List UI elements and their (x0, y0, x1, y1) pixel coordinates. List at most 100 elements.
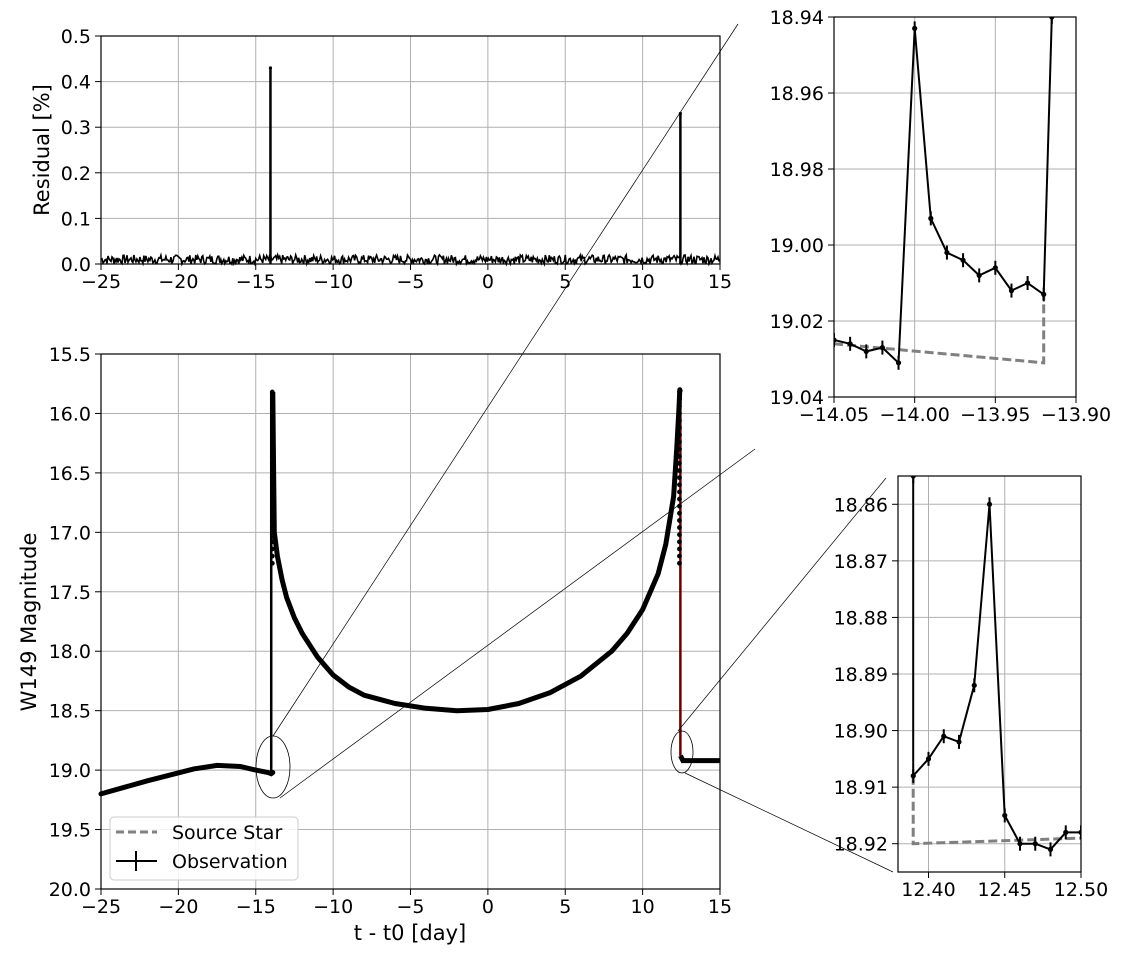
x-tick-label: −10 (313, 271, 353, 293)
main-data-point (677, 403, 682, 409)
main-data-point (677, 553, 682, 559)
y-tick-label: 18.5 (49, 701, 91, 723)
main-data-point (269, 510, 275, 516)
main-data-point (269, 560, 275, 566)
zr-data-point (956, 739, 962, 745)
zr-data-point (1047, 846, 1054, 852)
zoom-ellipse-right (670, 730, 694, 774)
main-data-point (269, 539, 275, 545)
y-tick-label: 19.04 (770, 387, 824, 409)
main-data-point (269, 439, 275, 445)
x-tick-label: 0 (482, 896, 494, 918)
y-tick-label: 18.87 (834, 551, 888, 573)
y-tick-label: 0.3 (61, 117, 91, 139)
main-data-point (677, 539, 682, 545)
x-tick-label: 12.45 (978, 879, 1032, 901)
main-xlabel: t - t0 [day] (354, 921, 466, 945)
zr-data-point (1078, 829, 1081, 835)
main-tail-curve (678, 754, 720, 764)
zl-data-point (895, 360, 902, 366)
main-data-point (677, 389, 682, 395)
x-tick-label: 12.50 (1054, 879, 1108, 901)
main-data-point (677, 432, 682, 438)
x-tick-label: 15 (708, 896, 732, 918)
x-tick-label: 15 (708, 271, 732, 293)
main-data-point (269, 418, 275, 423)
zl-source-line (834, 294, 1046, 365)
y-tick-label: 18.98 (770, 159, 824, 181)
y-tick-label: 19.02 (770, 311, 824, 333)
main-data-point (677, 468, 682, 473)
connector-right-top (677, 477, 887, 732)
zoom-ellipse-left (255, 735, 291, 799)
zl-data-point (928, 215, 934, 221)
y-tick-label: 18.0 (49, 641, 91, 663)
main-data-point (269, 460, 275, 466)
main-data-point (677, 546, 682, 552)
connector-left-bottom (279, 448, 756, 799)
main-data-point (269, 411, 275, 416)
main-data-point (677, 489, 682, 495)
main-data-point (269, 532, 275, 538)
main-data-point (677, 453, 682, 459)
main-data-point (677, 425, 682, 431)
residual-ylabel: Residual [%] (30, 84, 54, 216)
zr-data-point (910, 773, 916, 779)
y-tick-label: 15.5 (49, 344, 91, 366)
x-tick-label: −5 (396, 896, 424, 918)
main-data-point (269, 403, 275, 409)
legend: Source Star Observation (109, 816, 299, 881)
x-tick-label: −20 (158, 271, 198, 293)
main-data-point (269, 432, 275, 438)
main-data-point (269, 389, 275, 395)
x-tick-label: −14.05 (799, 404, 869, 426)
y-tick-label: 20.0 (49, 879, 91, 901)
y-tick-label: 0.1 (61, 208, 91, 230)
main-data-point (269, 546, 275, 552)
main-data-point (269, 525, 275, 530)
main-data-point (677, 525, 682, 530)
y-tick-label: 17.0 (49, 522, 91, 544)
zr-data-point (1017, 841, 1023, 847)
main-data-point (677, 510, 682, 516)
zoom-left-panel: −14.05 −14.00 −13.95 −13.90 18.94 18.96 18.98 1… (770, 7, 1112, 426)
zr-data-point (910, 476, 916, 479)
zr-data-point (1063, 829, 1069, 836)
main-data-point (269, 496, 275, 502)
zl-data-point (1041, 291, 1047, 297)
x-tick-label: −25 (81, 896, 121, 918)
y-tick-label: 18.91 (834, 777, 888, 799)
main-data-point (677, 560, 682, 566)
y-tick-label: 0.5 (61, 26, 91, 48)
zr-data-point (971, 682, 977, 688)
x-tick-label: −15 (236, 271, 276, 293)
x-tick-label: −13.95 (960, 404, 1030, 426)
zl-observation-line (834, 17, 1053, 366)
main-data-point (677, 439, 682, 445)
x-tick-label: −14.00 (880, 404, 950, 426)
zl-data-point (1049, 17, 1055, 20)
main-data-point (269, 503, 275, 509)
zoom-right-panel: 12.40 12.45 12.50 18.86 18.87 18.88 18.89 18.90… (834, 475, 1108, 901)
zl-data-point (960, 257, 966, 263)
zl-data-point (834, 337, 837, 343)
zr-data-point (925, 756, 932, 762)
zoom-connectors (272, 23, 894, 873)
x-tick-label: −10 (313, 896, 353, 918)
main-panel: −25 −20 −15 −10 −5 0 5 10 15 15.5 16.0 16.5 17.0 17.5… (17, 344, 732, 945)
zr-observation-line (912, 476, 1081, 851)
zl-data-point (879, 345, 886, 351)
y-tick-label: 17.5 (49, 582, 91, 604)
main-data-point (677, 482, 682, 488)
connector-right-bottom (684, 772, 894, 873)
main-data-point (269, 453, 275, 459)
y-tick-label: 19.0 (49, 760, 91, 782)
x-tick-label: −25 (81, 271, 121, 293)
x-tick-label: 0 (482, 271, 494, 293)
x-tick-label: −13.90 (1041, 404, 1111, 426)
residual-spike-point (268, 66, 273, 70)
zr-source-line (911, 775, 1081, 846)
residual-noise-line (100, 251, 721, 267)
zr-data-point (941, 733, 947, 739)
